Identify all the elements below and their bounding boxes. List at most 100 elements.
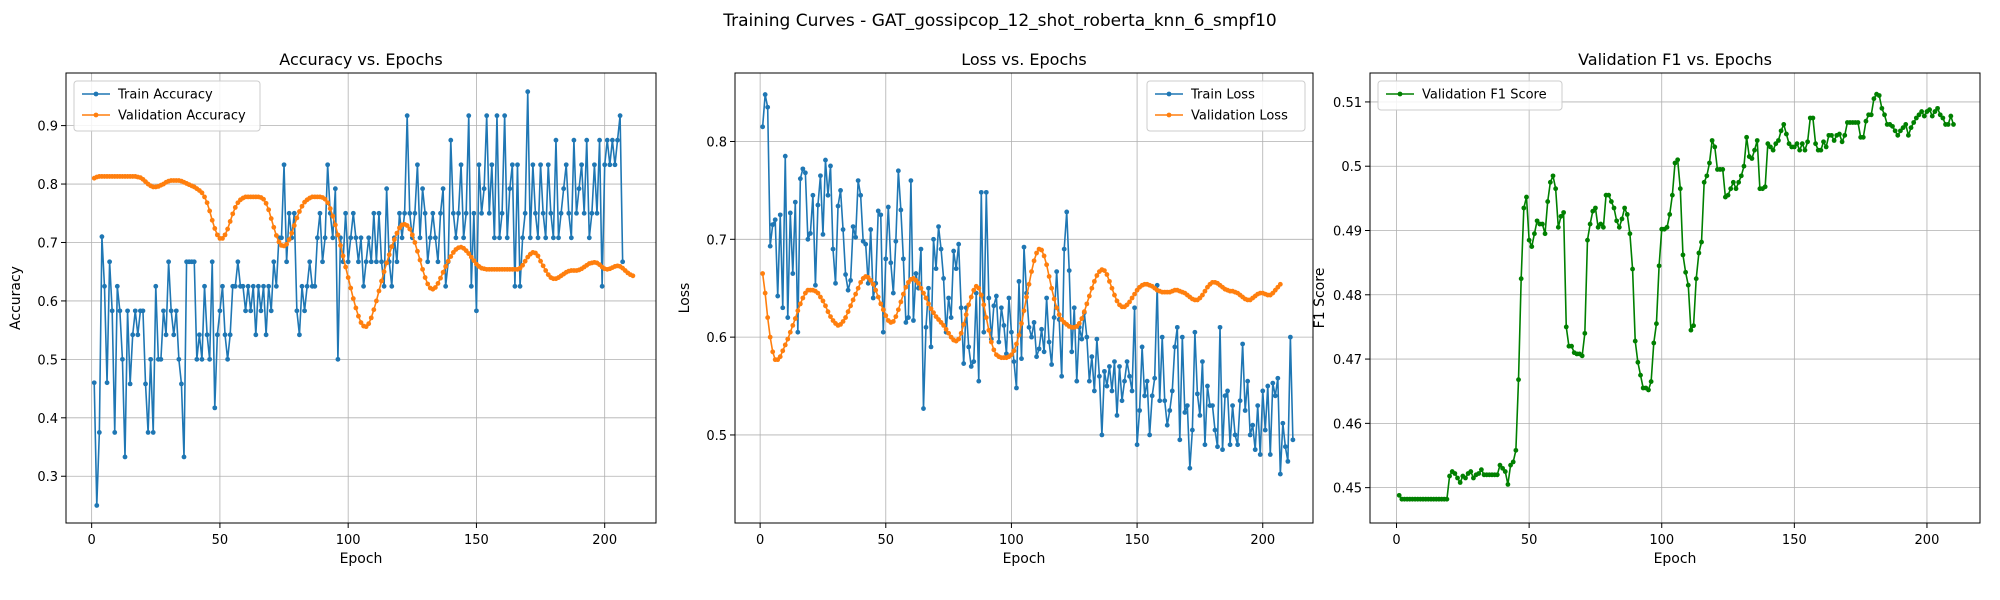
data-point [1579, 353, 1585, 359]
data-point [409, 232, 415, 238]
data-point [579, 162, 585, 168]
data-point [770, 349, 776, 355]
x-tick-label: 50 [1521, 533, 1538, 548]
data-point [538, 162, 543, 168]
data-point [384, 186, 390, 192]
data-point [507, 186, 513, 192]
data-point [1016, 332, 1022, 338]
chart-panel-2: Loss vs. Epochs 0 50 100 150 200 0.5 0.6 0.7 0.8 E… [677, 50, 1314, 567]
data-point [1876, 93, 1882, 98]
y-tick-label: 0.6 [37, 295, 58, 310]
data-point [273, 233, 279, 238]
data-point [474, 308, 479, 314]
data-point [1563, 324, 1569, 330]
x-axis-label: Epoch [1654, 551, 1697, 567]
data-point [848, 277, 853, 283]
data-point [361, 283, 366, 289]
data-point [212, 405, 218, 411]
data-point [1240, 341, 1246, 347]
data-point [898, 299, 904, 305]
data-point [1177, 437, 1183, 443]
legend-swatch-marker [1166, 91, 1172, 97]
data-point [1096, 373, 1102, 379]
data-point [1707, 160, 1712, 166]
data-point [815, 202, 821, 208]
data-point [497, 235, 502, 241]
data-point [767, 334, 773, 340]
y-tick-label: 0.6 [706, 331, 727, 346]
data-point [843, 272, 848, 277]
data-point [463, 210, 469, 216]
data-point [1164, 422, 1170, 428]
data-point [1585, 237, 1590, 243]
data-point [1582, 330, 1588, 336]
data-point [181, 454, 187, 460]
data-point [255, 283, 261, 289]
data-point [102, 283, 107, 289]
data-point [1799, 141, 1805, 147]
data-point [222, 232, 228, 238]
data-point [612, 162, 618, 168]
data-point [1127, 373, 1132, 379]
data-point [1104, 272, 1110, 277]
data-point [391, 237, 397, 242]
data-point [432, 235, 438, 241]
data-point [1882, 112, 1887, 118]
data-point [481, 186, 487, 192]
data-point [1476, 471, 1482, 476]
data-point [951, 248, 957, 254]
data-point [548, 210, 554, 216]
data-point [479, 210, 484, 216]
data-point [1616, 224, 1622, 230]
data-point [1762, 184, 1768, 190]
data-point [571, 137, 577, 143]
data-point [276, 239, 282, 245]
data-point [1600, 224, 1606, 230]
data-point [1252, 447, 1258, 453]
data-point [132, 308, 138, 314]
data-point [845, 287, 851, 293]
data-point [1898, 128, 1903, 134]
data-point [1129, 295, 1135, 301]
data-point [1895, 132, 1901, 138]
y-tick-label: 0.4 [37, 412, 58, 427]
data-point [1026, 324, 1032, 330]
data-point [996, 339, 1002, 345]
data-point [820, 298, 826, 304]
y-tick-label: 0.48 [1333, 289, 1362, 304]
data-point [1879, 105, 1885, 111]
data-point [916, 280, 921, 286]
data-point [843, 315, 848, 320]
data-point [299, 203, 305, 209]
data-point [1813, 141, 1818, 147]
data-point [971, 287, 977, 293]
data-point [1624, 212, 1630, 217]
data-point [1736, 179, 1742, 185]
data-point [563, 162, 569, 168]
data-point [1677, 186, 1683, 192]
data-point [1036, 346, 1042, 352]
data-point [394, 230, 400, 236]
data-point [543, 235, 549, 241]
data-point [893, 238, 899, 244]
y-tick-label: 0.9 [37, 120, 58, 135]
data-point [556, 235, 561, 241]
data-point [1091, 278, 1097, 284]
data-point [543, 268, 549, 273]
data-point [312, 283, 318, 289]
data-point [512, 283, 518, 289]
data-point [422, 210, 428, 216]
plot-frame [734, 72, 1314, 524]
data-point [1913, 115, 1919, 121]
data-point [858, 279, 864, 285]
legend: Train Accuracy Validation Accuracy [73, 80, 261, 132]
data-point [1656, 263, 1662, 269]
data-point [235, 259, 241, 265]
data-point [782, 153, 788, 159]
data-point [1669, 192, 1675, 198]
data-point [291, 223, 297, 228]
data-point [1189, 427, 1195, 433]
data-point [1921, 113, 1927, 119]
data-point [1144, 378, 1150, 384]
data-point [1195, 391, 1200, 397]
